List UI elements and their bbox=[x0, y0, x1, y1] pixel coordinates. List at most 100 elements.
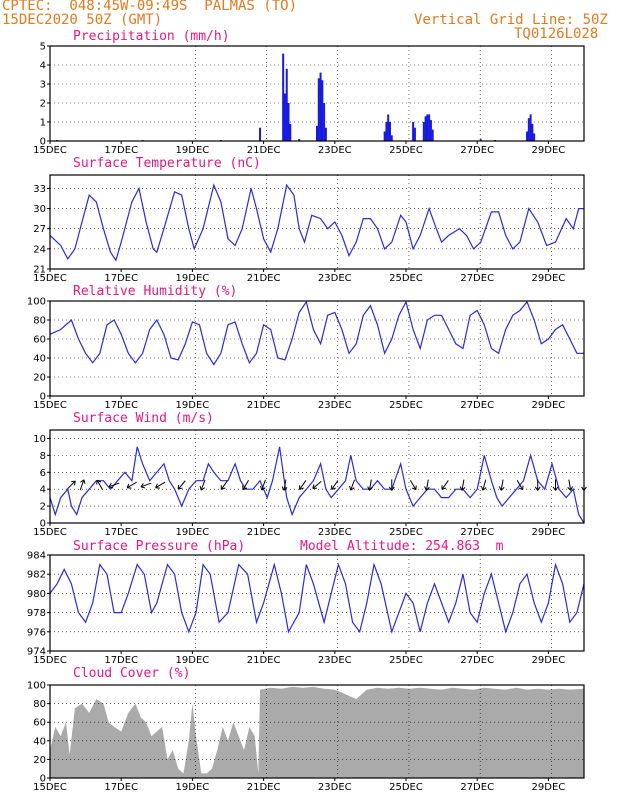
wind-arrow-head bbox=[567, 486, 573, 491]
precip-ytick-label: 3 bbox=[40, 80, 46, 91]
precip-xtick-label: 27DEC bbox=[460, 145, 494, 156]
wind-arrow bbox=[425, 479, 429, 491]
wind-arrow-head bbox=[199, 485, 205, 491]
wind-arrow-head bbox=[349, 485, 355, 491]
precip-bar bbox=[429, 120, 432, 141]
cloud-xtick-label: 29DEC bbox=[532, 782, 566, 793]
pres-xtick-label: 23DEC bbox=[318, 655, 352, 666]
temp-ytick-label: 21 bbox=[33, 265, 46, 276]
pres-ytick-label: 982 bbox=[27, 570, 46, 581]
precip-bar bbox=[259, 127, 262, 141]
precip-bar bbox=[321, 80, 324, 141]
precip-xtick-label: 19DEC bbox=[176, 145, 210, 156]
precip-bar bbox=[298, 139, 301, 141]
wind-ytick-label: 0 bbox=[40, 519, 46, 530]
wind-arrow bbox=[299, 480, 307, 490]
precip-ytick-label: 2 bbox=[40, 99, 46, 110]
wind-xtick-label: 17DEC bbox=[104, 527, 138, 538]
cloud-ytick-label: 60 bbox=[33, 718, 46, 729]
pres-xtick-label: 27DEC bbox=[460, 655, 494, 666]
cloud-xtick-label: 25DEC bbox=[389, 782, 423, 793]
temp-xtick-label: 25DEC bbox=[389, 273, 423, 284]
wind-arrow-head bbox=[126, 483, 132, 489]
wind-arrow-head bbox=[242, 485, 248, 491]
precip-ytick-label: 5 bbox=[40, 42, 46, 53]
precip-bar bbox=[533, 133, 536, 141]
temp-frame bbox=[49, 174, 585, 270]
rh-xtick-label: 19DEC bbox=[176, 400, 210, 411]
precip-bar bbox=[383, 131, 386, 141]
wind-arrow-head bbox=[534, 486, 541, 491]
precip-bar bbox=[316, 125, 318, 141]
wind-arrow-head bbox=[140, 483, 146, 489]
rh-frame bbox=[49, 300, 585, 397]
wind-arrow bbox=[220, 480, 229, 490]
wind-arrow bbox=[242, 479, 249, 490]
temp-xtick-label: 21DEC bbox=[247, 273, 281, 284]
wind-arrow-head bbox=[367, 486, 373, 491]
wind-line bbox=[49, 446, 585, 524]
precip-bar bbox=[424, 116, 427, 141]
wind-arrow-head bbox=[281, 486, 288, 491]
cloud-xtick-label: 23DEC bbox=[318, 782, 352, 793]
precip-xtick-label: 25DEC bbox=[389, 145, 423, 156]
cloud-xtick-label: 19DEC bbox=[176, 782, 210, 793]
pres-frame bbox=[49, 554, 585, 652]
wind-arrow bbox=[177, 480, 186, 490]
wind-arrow bbox=[368, 479, 372, 491]
precip-bar bbox=[317, 78, 320, 141]
precip-xtick-label: 17DEC bbox=[104, 145, 138, 156]
wind-ytick-label: 10 bbox=[33, 434, 46, 445]
pres-xtick-label: 17DEC bbox=[104, 655, 138, 666]
rh-ytick-label: 80 bbox=[33, 316, 46, 327]
rh-ytick-label: 60 bbox=[33, 335, 46, 346]
wind-arrow-head bbox=[388, 486, 395, 491]
pres-ytick-label: 984 bbox=[27, 551, 46, 562]
wind-arrow bbox=[409, 479, 417, 490]
temp-ytick-label: 33 bbox=[33, 184, 46, 195]
wind-arrow bbox=[568, 479, 572, 491]
wind-arrow-head bbox=[480, 486, 487, 491]
precip-bar bbox=[388, 122, 391, 141]
precipitation-title: Precipitation (mm/h) bbox=[73, 29, 230, 44]
rh-xtick-label: 29DEC bbox=[532, 400, 566, 411]
wind-arrow-head bbox=[331, 485, 336, 490]
pres-xtick-label: 19DEC bbox=[176, 655, 210, 666]
precip-bar bbox=[413, 127, 416, 141]
cloud-xtick-label: 15DEC bbox=[33, 782, 67, 793]
wind-xtick-label: 19DEC bbox=[176, 527, 210, 538]
wind-xtick-label: 23DEC bbox=[318, 527, 352, 538]
rh-xtick-label: 25DEC bbox=[389, 400, 423, 411]
pres-xtick-label: 21DEC bbox=[247, 655, 281, 666]
precip-bar bbox=[412, 122, 415, 141]
rh-ytick-label: 0 bbox=[40, 392, 46, 403]
pres-xtick-label: 29DEC bbox=[532, 655, 566, 666]
cloud-ytick-label: 80 bbox=[33, 699, 46, 710]
wind-ytick-label: 2 bbox=[40, 502, 46, 513]
precip-bar bbox=[428, 114, 431, 141]
rh-xtick-label: 23DEC bbox=[318, 400, 352, 411]
temp-ytick-label: 30 bbox=[33, 204, 46, 215]
pres-xtick-label: 15DEC bbox=[33, 655, 67, 666]
precip-ytick-label: 4 bbox=[40, 61, 46, 72]
temp-line bbox=[49, 183, 584, 262]
humidity-title: Relative Humidity (%) bbox=[73, 284, 238, 299]
wind-arrow bbox=[441, 480, 449, 490]
header-station: CPTEC: 048:45W-09:49S PALMAS (TO) bbox=[2, 0, 298, 14]
temp-xtick-label: 29DEC bbox=[532, 273, 566, 284]
precip-ytick-label: 1 bbox=[40, 118, 46, 129]
wind-arrow-head bbox=[260, 485, 266, 491]
precip-bar bbox=[422, 122, 425, 141]
wind-arrow bbox=[155, 481, 166, 489]
precip-bar bbox=[526, 131, 529, 141]
wind-arrow bbox=[67, 480, 76, 490]
precip-bar bbox=[431, 129, 434, 141]
precip-ytick-label: 0 bbox=[40, 137, 46, 148]
pres-ytick-label: 976 bbox=[27, 627, 46, 638]
precip-bar bbox=[324, 127, 327, 141]
precip-bar bbox=[285, 68, 288, 141]
wind-ytick-label: 6 bbox=[40, 468, 46, 479]
temperature-title: Surface Temperature (nC) bbox=[73, 156, 261, 171]
precip-bar bbox=[283, 93, 286, 141]
